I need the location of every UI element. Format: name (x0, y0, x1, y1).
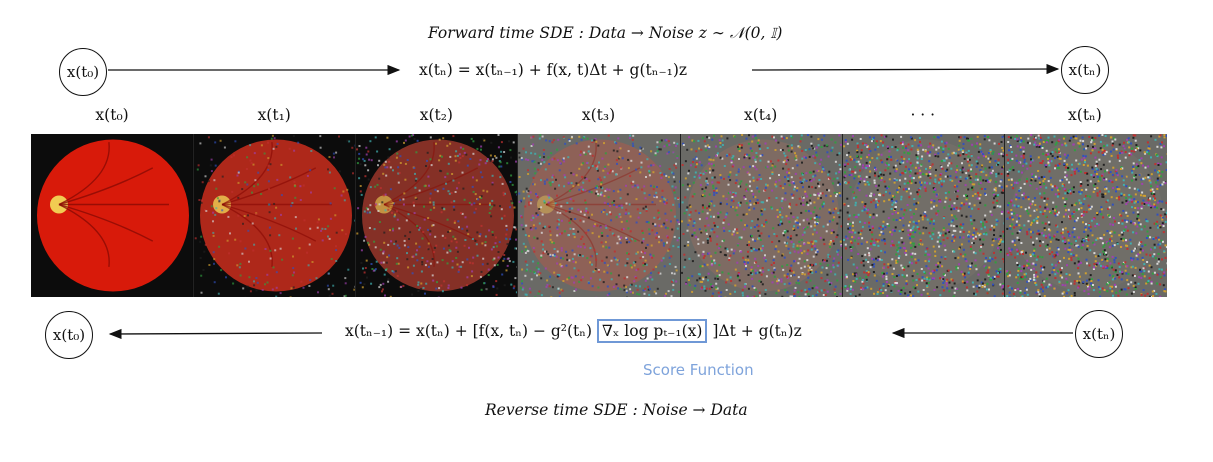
fundus-image-step-4 (679, 134, 842, 297)
node-label: x(tₙ) (1082, 325, 1116, 343)
reverse-arrow-left (108, 328, 323, 340)
score-function-label: Score Function (643, 361, 754, 379)
fundus-image-step-3 (517, 134, 680, 297)
step-label-1: x(t₁) (257, 106, 291, 124)
score-term: ∇ₓ log pₜ₋₁(x) (601, 322, 703, 340)
node-x-tn-forward: x(tₙ) (1061, 46, 1109, 94)
reverse-sde-title: Reverse time SDE : Noise → Data (485, 401, 748, 419)
node-x-t0-forward: x(t₀) (59, 48, 107, 96)
forward-equation: x(tₙ) = x(tₙ₋₁) + f(x, t)Δt + g(tₙ₋₁)z (419, 61, 688, 79)
step-label-5: · · · (910, 106, 936, 124)
forward-arrow-right (751, 63, 1060, 75)
node-label: x(tₙ) (1068, 61, 1102, 79)
reverse-equation-right: ]Δt + g(tₙ)z (712, 322, 802, 340)
step-label-3: x(t₃) (581, 106, 616, 124)
step-label-0: x(t₀) (95, 106, 129, 124)
step-label-4: x(t₄) (744, 106, 778, 124)
step-label-6: x(tₙ) (1068, 106, 1102, 124)
fundus-image-step-2 (355, 134, 518, 297)
diffusion-image-strip (31, 134, 1167, 297)
reverse-equation-left: x(tₙ₋₁) = x(tₙ) + [f(x, tₙ) − g²(tₙ) (345, 322, 593, 340)
forward-sde-title: Forward time SDE : Data → Noise z ∼ 𝒩(0,… (428, 24, 783, 42)
fundus-image-step-6 (1003, 134, 1167, 297)
node-label: x(t₀) (52, 326, 86, 344)
fundus-image-step-1 (193, 134, 356, 297)
score-function-box: ∇ₓ log pₜ₋₁(x) (596, 319, 708, 343)
node-label: x(t₀) (66, 63, 100, 81)
fundus-image-step-0 (31, 134, 193, 297)
step-label-2: x(t₂) (419, 106, 453, 124)
reverse-equation: x(tₙ₋₁) = x(tₙ) + [f(x, tₙ) − g²(tₙ) ∇ₓ … (345, 319, 802, 343)
node-x-tn-reverse: x(tₙ) (1075, 310, 1123, 358)
node-x-t0-reverse: x(t₀) (45, 311, 93, 359)
fundus-image-step-5 (841, 134, 1004, 297)
